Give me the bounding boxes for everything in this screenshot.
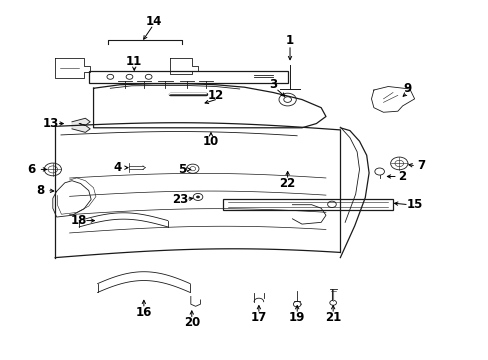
Text: 18: 18 — [71, 214, 87, 227]
Text: 21: 21 — [325, 311, 341, 324]
Text: 22: 22 — [279, 177, 295, 190]
Text: 9: 9 — [403, 82, 411, 95]
Text: 16: 16 — [135, 306, 152, 319]
Text: 23: 23 — [171, 193, 187, 206]
Text: 3: 3 — [268, 78, 277, 91]
Polygon shape — [72, 118, 90, 132]
Text: 13: 13 — [42, 117, 59, 130]
Text: 6: 6 — [27, 163, 35, 176]
FancyBboxPatch shape — [89, 71, 287, 83]
Circle shape — [196, 195, 200, 198]
Text: 8: 8 — [37, 184, 45, 197]
Bar — [223, 199, 392, 210]
Text: 20: 20 — [183, 316, 200, 329]
Text: 17: 17 — [250, 311, 266, 324]
Text: 12: 12 — [207, 89, 224, 102]
Text: 5: 5 — [178, 163, 186, 176]
Text: 11: 11 — [126, 55, 142, 68]
Text: 2: 2 — [398, 170, 406, 183]
Text: 14: 14 — [145, 15, 162, 28]
Text: 19: 19 — [288, 311, 305, 324]
Text: 15: 15 — [406, 198, 422, 211]
Text: 1: 1 — [285, 34, 293, 47]
Text: 10: 10 — [203, 135, 219, 148]
Text: 4: 4 — [113, 161, 122, 174]
Text: 7: 7 — [417, 159, 425, 172]
